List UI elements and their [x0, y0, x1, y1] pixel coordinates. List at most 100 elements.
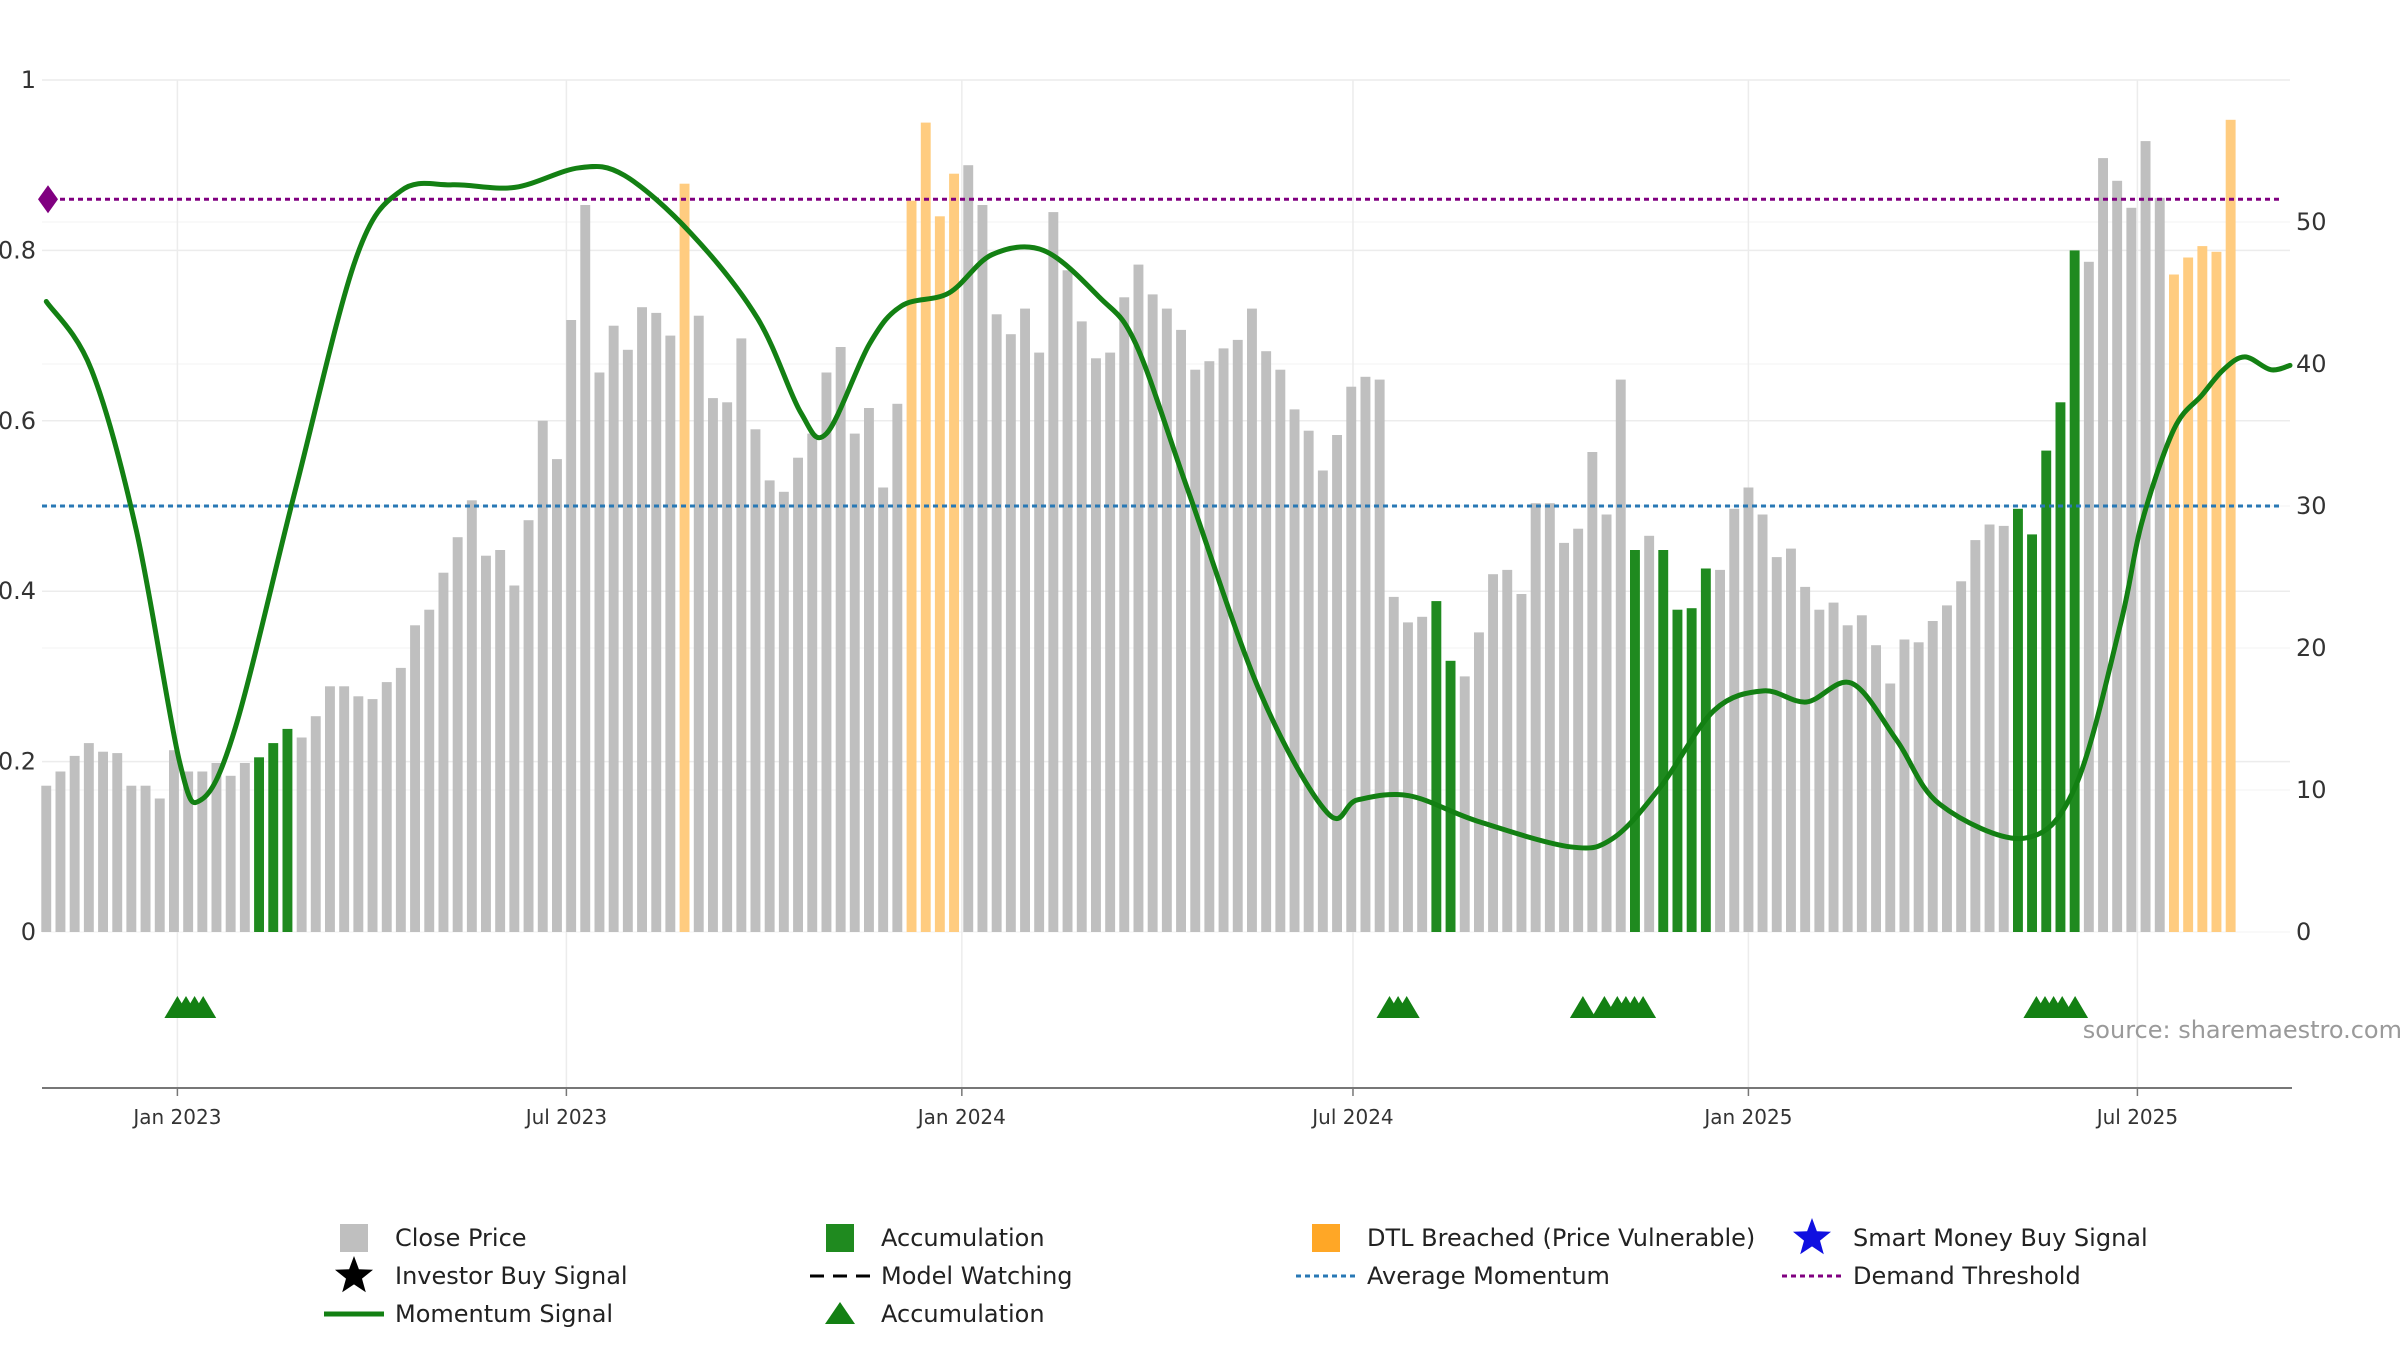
close-price-bar — [878, 487, 889, 932]
close-price-bar — [1942, 605, 1952, 932]
close-price-bar — [310, 716, 321, 932]
close-price-bar — [1133, 264, 1144, 933]
triangle-icon — [825, 1302, 855, 1324]
close-price-bar — [481, 555, 491, 932]
accumulation-bar — [2027, 534, 2037, 932]
close-price-bar — [41, 785, 52, 932]
dtl-breached-bar — [2169, 274, 2179, 932]
x-tick-label: Jul 2023 — [524, 1105, 607, 1129]
close-price-bar — [1161, 308, 1172, 933]
x-tick-label: Jul 2025 — [2095, 1105, 2178, 1129]
close-price-bar — [722, 402, 733, 932]
close-price-bar — [2098, 158, 2108, 933]
dtl-breached-bar — [679, 183, 690, 932]
close-price-bar — [1786, 548, 1796, 932]
legend-swatch-dtl-breached — [1312, 1224, 1340, 1252]
close-price-bar — [1247, 308, 1257, 933]
close-price-bar — [2140, 141, 2151, 933]
accumulation-bar — [2013, 508, 2023, 932]
momentum-signal-line — [43, 163, 2293, 851]
legend: Close Price Accumulation DTL Breached (Pri… — [324, 1218, 2148, 1328]
close-price-bar — [1474, 632, 1484, 932]
x-tick-label: Jan 2025 — [1702, 1105, 1792, 1129]
left-tick-label: 0.8 — [0, 236, 36, 264]
source-label: source: sharemaestro.com — [2083, 1016, 2400, 1044]
close-price-bar — [466, 500, 477, 932]
close-price-bar — [98, 751, 108, 932]
accumulation-bar — [1700, 568, 1711, 932]
close-price-bar — [1913, 642, 1924, 932]
dtl-breached-bar — [2211, 251, 2222, 933]
close-price-bar — [1800, 586, 1811, 932]
close-price-bar — [55, 771, 66, 932]
right-tick-label: 50 — [2296, 208, 2327, 236]
close-price-bar — [1615, 379, 1626, 933]
close-price-bar — [438, 572, 449, 932]
close-price-bar — [1757, 514, 1768, 932]
accumulation-marker — [1393, 996, 1420, 1018]
close-price-bar — [580, 205, 591, 932]
close-price-bar — [2083, 261, 2094, 932]
close-price-bar — [991, 314, 1002, 932]
dtl-breached-bar — [949, 173, 959, 932]
right-tick-label: 30 — [2296, 492, 2327, 520]
close-price-bar — [1289, 409, 1300, 932]
close-price-bar — [594, 372, 605, 932]
close-price-bar — [211, 763, 222, 932]
close-price-bar — [353, 696, 364, 932]
left-tick-label: 0.4 — [0, 577, 36, 605]
x-tick-label: Jul 2024 — [1310, 1105, 1393, 1129]
close-price-bar — [622, 349, 633, 932]
legend-item-smart: Smart Money Buy Signal — [1793, 1218, 2148, 1255]
close-price-bar — [1984, 524, 1995, 932]
close-price-bar — [140, 785, 151, 932]
close-price-bar — [552, 459, 562, 932]
close-price-bar — [183, 771, 194, 932]
accumulation-bar — [2041, 450, 2052, 932]
blue-star-icon — [1793, 1218, 1831, 1255]
close-price-bar — [1644, 535, 1655, 932]
close-price-bar — [963, 165, 974, 932]
markers-layer — [164, 996, 2089, 1018]
close-price-bar — [1814, 609, 1825, 932]
close-price-bar — [395, 667, 406, 932]
legend-label: Demand Threshold — [1853, 1262, 2081, 1290]
close-price-bar — [892, 403, 903, 932]
close-price-bar — [977, 205, 988, 932]
close-price-bar — [665, 335, 676, 933]
close-price-bar — [778, 491, 789, 932]
bars-layer — [41, 119, 2236, 933]
legend-label: Close Price — [395, 1224, 527, 1252]
left-tick-label: 0.2 — [0, 748, 36, 776]
close-price-bar — [1076, 321, 1087, 932]
legend-label: Investor Buy Signal — [395, 1262, 628, 1290]
close-price-bar — [339, 686, 350, 932]
close-price-bar — [325, 686, 335, 932]
close-price-bar — [1488, 574, 1498, 932]
close-price-bar — [197, 771, 208, 932]
dtl-breached-bar — [920, 122, 931, 933]
close-price-bar — [1317, 470, 1328, 932]
close-price-bar — [1771, 557, 1782, 932]
close-price-bar — [1091, 358, 1101, 932]
close-price-bar — [807, 433, 818, 932]
dtl-breached-bar — [2183, 257, 2194, 932]
legend-item-momentum: Momentum Signal — [324, 1300, 613, 1328]
close-price-bar — [736, 338, 747, 932]
close-price-bar — [1502, 569, 1513, 932]
close-price-bar — [1332, 435, 1342, 932]
close-price-bar — [537, 420, 548, 932]
close-price-bar — [1956, 581, 1967, 932]
close-price-bar — [1970, 540, 1981, 932]
close-price-bar — [495, 550, 506, 932]
left-tick-label: 0.6 — [0, 407, 36, 435]
close-price-bar — [1403, 622, 1413, 932]
close-price-bar — [367, 699, 378, 932]
close-price-bar — [566, 320, 577, 932]
close-price-bar — [410, 625, 420, 932]
accumulation-bar — [254, 757, 264, 932]
accumulation-marker — [1630, 996, 1657, 1018]
close-price-bar — [154, 798, 165, 932]
